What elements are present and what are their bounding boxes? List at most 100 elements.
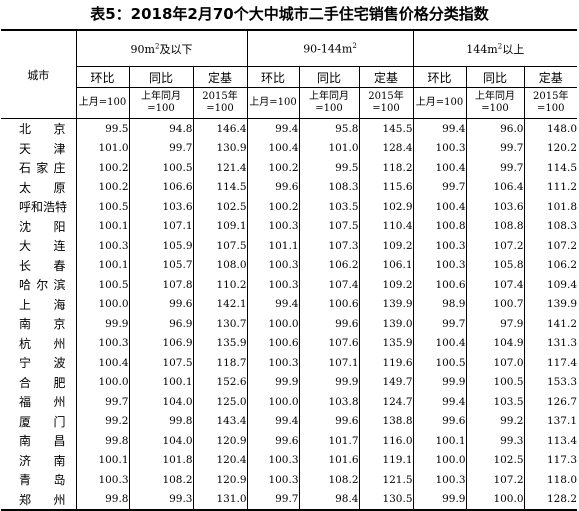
sub-header-yoy: 同比 bbox=[128, 66, 193, 88]
city-name: 太原 bbox=[19, 180, 66, 195]
table-row: 合肥 100.0 100.1 152.6 99.9 99.9 149.7 99.9 100.5 1… bbox=[1, 372, 577, 392]
index-value: 99.9 bbox=[246, 372, 299, 392]
index-value: 120.2 bbox=[523, 138, 577, 158]
index-value: 107.4 bbox=[465, 275, 524, 295]
index-value: 100.0 bbox=[412, 450, 466, 470]
index-value: 101.8 bbox=[523, 197, 577, 217]
index-value: 104.0 bbox=[128, 392, 193, 412]
index-value: 99.7 bbox=[465, 138, 524, 158]
index-value: 100.3 bbox=[75, 333, 129, 353]
city-name: 青岛 bbox=[19, 473, 66, 488]
index-value: 104.0 bbox=[128, 431, 193, 451]
index-value: 139.9 bbox=[523, 294, 577, 314]
index-value: 96.9 bbox=[128, 314, 193, 334]
index-value: 100.4 bbox=[412, 197, 466, 217]
city-name: 宁波 bbox=[19, 356, 66, 371]
index-value: 107.6 bbox=[298, 333, 359, 353]
index-value: 99.8 bbox=[128, 411, 193, 431]
index-value: 107.0 bbox=[465, 353, 524, 373]
city-name: 南京 bbox=[19, 317, 66, 332]
group-header-large: 144m2以上 bbox=[412, 30, 577, 67]
index-value: 106.1 bbox=[358, 255, 413, 275]
index-value: 100.3 bbox=[75, 236, 129, 256]
base-header-last-year: 上年同月=100 bbox=[465, 87, 524, 119]
index-value: 95.8 bbox=[298, 118, 359, 139]
index-value: 101.8 bbox=[128, 450, 193, 470]
sub-header-fixed: 定基 bbox=[358, 66, 413, 88]
index-value: 107.2 bbox=[465, 470, 524, 490]
index-value: 153.3 bbox=[523, 372, 577, 392]
index-value: 100.2 bbox=[246, 158, 299, 178]
index-value: 118.0 bbox=[523, 470, 577, 490]
index-value: 99.9 bbox=[75, 314, 129, 334]
index-value: 101.6 bbox=[298, 450, 359, 470]
city-name: 杭州 bbox=[19, 336, 66, 351]
index-value: 107.4 bbox=[298, 275, 359, 295]
index-value: 130.9 bbox=[192, 138, 247, 158]
base-header-last-month: 上月=100 bbox=[75, 87, 129, 119]
index-value: 141.2 bbox=[523, 314, 577, 334]
index-value: 111.2 bbox=[523, 177, 577, 197]
city-name: 济南 bbox=[19, 453, 66, 468]
index-value: 99.2 bbox=[75, 411, 129, 431]
index-value: 143.4 bbox=[192, 411, 247, 431]
table-row: 青岛 100.3 108.2 120.9 100.3 108.2 121.5 100.3 107… bbox=[1, 470, 577, 490]
index-value: 103.5 bbox=[298, 197, 359, 217]
table-row: 大连 100.3 105.9 107.5 101.1 107.3 109.2 100.3 107… bbox=[1, 236, 577, 256]
index-value: 120.9 bbox=[192, 470, 247, 490]
index-value: 137.1 bbox=[523, 411, 577, 431]
index-value: 142.1 bbox=[192, 294, 247, 314]
index-value: 96.0 bbox=[465, 118, 524, 139]
index-value: 104.9 bbox=[465, 333, 524, 353]
index-value: 100.2 bbox=[75, 158, 129, 178]
index-value: 107.1 bbox=[298, 353, 359, 373]
index-value: 100.3 bbox=[412, 255, 466, 275]
index-value: 109.1 bbox=[192, 216, 247, 236]
index-value: 135.9 bbox=[358, 333, 413, 353]
city-name: 大连 bbox=[19, 239, 66, 254]
index-value: 97.9 bbox=[465, 314, 524, 334]
index-value: 100.3 bbox=[75, 470, 129, 490]
index-value: 145.5 bbox=[358, 118, 413, 139]
city-name: 南昌 bbox=[19, 434, 66, 449]
table-row: 杭州 100.3 106.9 135.9 100.6 107.6 135.9 100.4 104… bbox=[1, 333, 577, 353]
index-value: 98.9 bbox=[412, 294, 466, 314]
index-value: 100.1 bbox=[412, 431, 466, 451]
index-value: 100.0 bbox=[75, 294, 129, 314]
index-value: 100.3 bbox=[246, 275, 299, 295]
index-value: 100.6 bbox=[246, 333, 299, 353]
table-body: 北京 99.5 94.8 146.4 99.4 95.8 145.5 99.4 96.0 148.… bbox=[1, 118, 577, 510]
index-value: 109.2 bbox=[358, 236, 413, 256]
index-value: 99.4 bbox=[246, 411, 299, 431]
index-value: 106.4 bbox=[465, 177, 524, 197]
index-value: 109.4 bbox=[523, 275, 577, 295]
index-value: 139.9 bbox=[358, 294, 413, 314]
sub-header-yoy: 同比 bbox=[465, 66, 524, 88]
table-row: 沈阳 100.1 107.1 109.1 100.3 107.5 110.4 100.8 108… bbox=[1, 216, 577, 236]
index-value: 102.9 bbox=[358, 197, 413, 217]
index-value: 101.1 bbox=[246, 236, 299, 256]
index-value: 100.1 bbox=[75, 255, 129, 275]
index-value: 107.5 bbox=[128, 353, 193, 373]
index-value: 99.4 bbox=[412, 118, 466, 139]
index-value: 100.0 bbox=[246, 314, 299, 334]
city-name: 北京 bbox=[19, 122, 66, 137]
index-value: 117.3 bbox=[523, 450, 577, 470]
index-value: 99.6 bbox=[298, 314, 359, 334]
city-name: 合肥 bbox=[19, 375, 66, 390]
index-value: 100.5 bbox=[465, 372, 524, 392]
table-row: 北京 99.5 94.8 146.4 99.4 95.8 145.5 99.4 96.0 148.… bbox=[1, 118, 577, 139]
index-value: 120.4 bbox=[192, 450, 247, 470]
index-value: 99.6 bbox=[246, 177, 299, 197]
base-header-last-month: 上月=100 bbox=[412, 87, 466, 119]
index-value: 107.1 bbox=[128, 216, 193, 236]
index-value: 114.5 bbox=[523, 158, 577, 178]
index-value: 99.5 bbox=[75, 118, 129, 139]
table-row: 宁波 100.4 107.5 118.7 100.3 107.1 119.6 100.5 107… bbox=[1, 353, 577, 373]
index-value: 100.5 bbox=[128, 158, 193, 178]
base-header-last-year: 上年同月=100 bbox=[298, 87, 359, 119]
sub-header-mom: 环比 bbox=[246, 66, 299, 88]
sub-header-yoy: 同比 bbox=[298, 66, 359, 88]
table-row: 厦门 99.2 99.8 143.4 99.4 99.6 138.8 99.6 99.2 137.… bbox=[1, 411, 577, 431]
table-row: 石家庄 100.2 100.5 121.4 100.2 99.5 118.2 100.4 99.… bbox=[1, 158, 577, 178]
